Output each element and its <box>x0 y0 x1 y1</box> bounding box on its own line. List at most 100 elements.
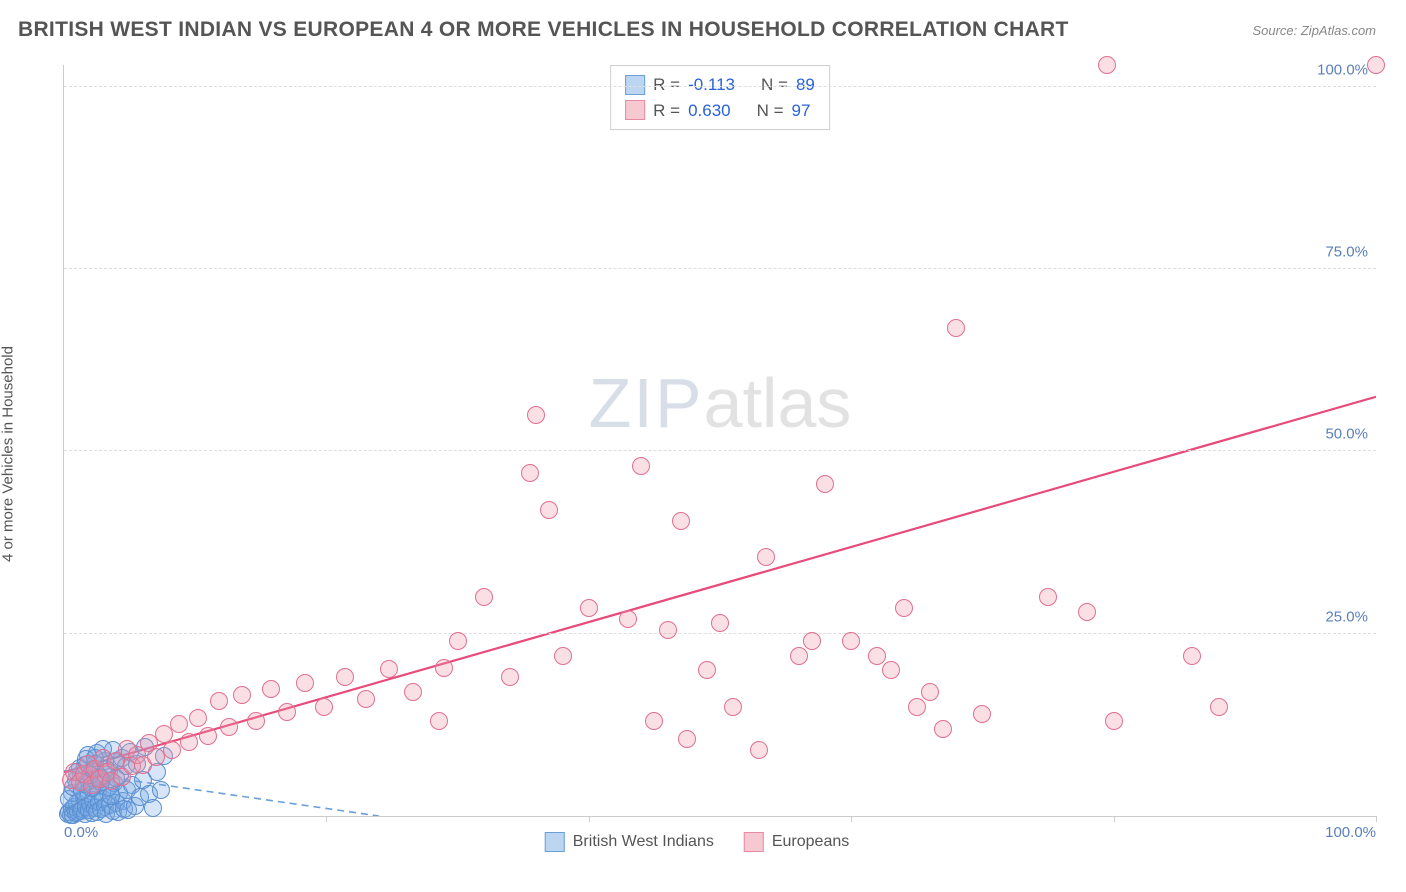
scatter-point <box>449 632 467 650</box>
scatter-point <box>921 683 939 701</box>
scatter-point <box>580 599 598 617</box>
legend-swatch <box>625 100 645 120</box>
scatter-point <box>934 720 952 738</box>
scatter-point <box>868 647 886 665</box>
stat-label: R = <box>653 72 680 98</box>
watermark: ZIPatlas <box>589 363 852 443</box>
ytick-label: 50.0% <box>1325 426 1368 443</box>
legend-swatch <box>625 75 645 95</box>
scatter-point <box>724 698 742 716</box>
scatter-point <box>1210 698 1228 716</box>
chart-container: 4 or more Vehicles in Household ZIPatlas… <box>18 55 1376 852</box>
xtick-mark <box>1114 816 1115 822</box>
scatter-point <box>152 781 170 799</box>
plot-area: ZIPatlas R = -0.113 N = 89 R = 0.630 N = 97… <box>63 65 1376 817</box>
stats-row: R = 0.630 N = 97 <box>625 98 815 124</box>
scatter-point <box>233 686 251 704</box>
scatter-point <box>220 718 238 736</box>
scatter-point <box>1367 56 1385 74</box>
legend-swatch <box>545 832 565 852</box>
scatter-point <box>475 588 493 606</box>
xtick-mark <box>851 816 852 822</box>
legend-swatch <box>744 832 764 852</box>
scatter-point <box>659 621 677 639</box>
legend-label: British West Indians <box>573 833 714 851</box>
scatter-point <box>501 668 519 686</box>
scatter-point <box>816 475 834 493</box>
scatter-point <box>750 741 768 759</box>
series-legend: British West Indians Europeans <box>545 832 849 852</box>
scatter-point <box>247 712 265 730</box>
scatter-point <box>1039 588 1057 606</box>
stat-label: R = <box>653 98 680 124</box>
scatter-point <box>973 705 991 723</box>
xtick-label: 100.0% <box>1325 824 1376 841</box>
scatter-point <box>645 712 663 730</box>
scatter-point <box>1078 603 1096 621</box>
scatter-point <box>790 647 808 665</box>
scatter-point <box>554 647 572 665</box>
stat-label: N = <box>757 98 784 124</box>
scatter-point <box>199 727 217 745</box>
scatter-point <box>882 661 900 679</box>
scatter-point <box>908 698 926 716</box>
y-axis-label: 4 or more Vehicles in Household <box>0 346 17 562</box>
scatter-point <box>711 614 729 632</box>
scatter-point <box>189 709 207 727</box>
chart-title: BRITISH WEST INDIAN VS EUROPEAN 4 OR MOR… <box>18 18 1069 42</box>
stat-n: 89 <box>796 72 815 98</box>
scatter-point <box>315 698 333 716</box>
source-attr: Source: ZipAtlas.com <box>1252 23 1376 38</box>
scatter-point <box>947 319 965 337</box>
scatter-point <box>540 501 558 519</box>
grid-h <box>64 450 1376 451</box>
ytick-label: 100.0% <box>1317 61 1368 78</box>
scatter-point <box>698 661 716 679</box>
scatter-point <box>262 680 280 698</box>
legend-label: Europeans <box>772 833 849 851</box>
scatter-point <box>678 730 696 748</box>
scatter-point <box>155 725 173 743</box>
xtick-label: 0.0% <box>64 824 98 841</box>
xtick-mark <box>589 816 590 822</box>
scatter-point <box>404 683 422 701</box>
grid-h <box>64 86 1376 87</box>
scatter-point <box>521 464 539 482</box>
scatter-point <box>757 548 775 566</box>
scatter-point <box>672 512 690 530</box>
scatter-point <box>336 668 354 686</box>
scatter-point <box>527 406 545 424</box>
scatter-point <box>619 610 637 628</box>
legend-item: Europeans <box>744 832 849 852</box>
scatter-point <box>357 690 375 708</box>
stat-label: N = <box>761 72 788 98</box>
stat-n: 97 <box>792 98 811 124</box>
scatter-point <box>278 703 296 721</box>
stat-r: 0.630 <box>688 98 731 124</box>
scatter-point <box>842 632 860 650</box>
grid-h <box>64 268 1376 269</box>
ytick-label: 75.0% <box>1325 244 1368 261</box>
grid-h <box>64 633 1376 634</box>
scatter-point <box>1098 56 1116 74</box>
scatter-point <box>803 632 821 650</box>
scatter-point <box>632 457 650 475</box>
trend-lines <box>64 65 1376 816</box>
scatter-point <box>180 733 198 751</box>
scatter-point <box>144 799 162 817</box>
xtick-mark <box>326 816 327 822</box>
scatter-point <box>380 660 398 678</box>
xtick-mark <box>1376 816 1377 822</box>
scatter-point <box>895 599 913 617</box>
scatter-point <box>430 712 448 730</box>
scatter-point <box>170 715 188 733</box>
scatter-point <box>163 741 181 759</box>
scatter-point <box>435 659 453 677</box>
stats-legend: R = -0.113 N = 89 R = 0.630 N = 97 <box>610 65 830 130</box>
scatter-point <box>296 674 314 692</box>
legend-item: British West Indians <box>545 832 714 852</box>
ytick-label: 25.0% <box>1325 608 1368 625</box>
stat-r: -0.113 <box>688 72 735 98</box>
scatter-point <box>210 692 228 710</box>
scatter-point <box>1183 647 1201 665</box>
